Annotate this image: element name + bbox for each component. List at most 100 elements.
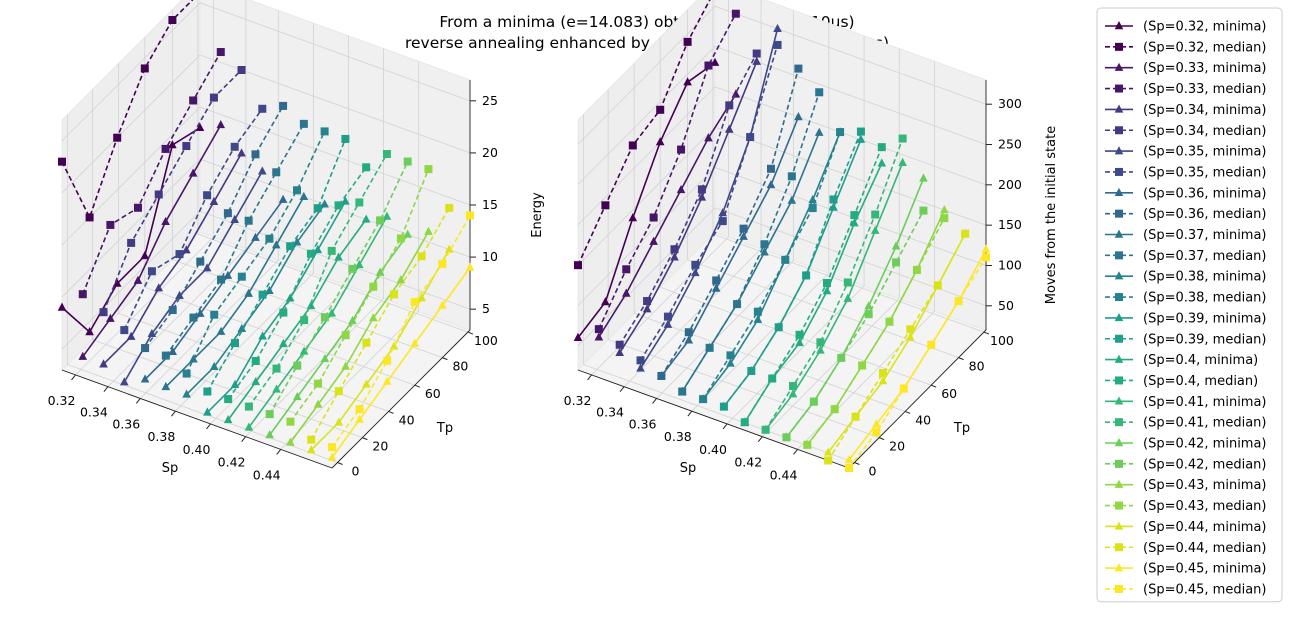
x-tick <box>71 374 76 381</box>
data-point <box>684 328 693 337</box>
data-point <box>237 272 246 281</box>
x-tick-label: 0.34 <box>596 405 624 420</box>
series-line <box>310 249 450 451</box>
series-line <box>310 207 450 440</box>
data-point <box>300 316 309 325</box>
legend-entry: (Sp=0.34, minima) <box>1143 103 1267 118</box>
data-point <box>981 244 991 253</box>
data-point <box>829 195 838 204</box>
data-point <box>203 387 212 396</box>
series-line <box>619 61 758 354</box>
data-point <box>683 37 692 46</box>
data-point <box>760 240 769 249</box>
moves-3d-panel: 0.32 0.34 0.36 0.38 0.40 0.42 0.44 0 20 40 60 80 100… <box>564 0 1059 482</box>
legend-marker <box>1115 167 1123 176</box>
legend-entry: (Sp=0.43, median) <box>1143 499 1266 514</box>
x-axis-line <box>61 369 333 469</box>
data-point <box>265 430 274 439</box>
data-point <box>705 343 714 352</box>
data-point <box>794 112 803 121</box>
y-tick <box>983 331 990 335</box>
data-point <box>292 392 302 401</box>
data-point <box>919 173 928 182</box>
legend-marker <box>1114 312 1124 322</box>
series-line <box>206 138 347 392</box>
data-point <box>636 363 645 372</box>
data-point <box>774 323 783 332</box>
y-axis-line <box>848 329 987 469</box>
x-tick-label: 0.42 <box>734 455 762 470</box>
z-tick-label: 20 <box>482 145 498 160</box>
data-point <box>761 425 770 434</box>
data-point <box>195 122 205 132</box>
series-line <box>681 92 820 393</box>
data-point <box>699 395 708 404</box>
data-point <box>795 330 804 339</box>
legend-entry: (Sp=0.32, minima) <box>1143 20 1267 35</box>
data-point <box>327 308 337 317</box>
legend-entry: (Sp=0.41, minima) <box>1143 395 1267 410</box>
x-gridline <box>656 10 794 399</box>
data-point <box>78 351 88 360</box>
data-point <box>892 258 901 267</box>
data-point <box>872 419 881 428</box>
series-line <box>577 0 711 266</box>
data-point <box>746 133 755 142</box>
data-point <box>643 297 652 306</box>
x-gridline <box>797 61 935 450</box>
data-point <box>209 196 219 205</box>
data-point <box>279 308 288 317</box>
data-point <box>327 246 336 255</box>
y-tick <box>931 384 937 388</box>
data-point <box>278 194 288 203</box>
z-gridline <box>61 54 471 194</box>
data-point <box>251 232 260 241</box>
data-point <box>293 361 302 370</box>
y-tick-label: 20 <box>889 439 905 454</box>
legend-marker <box>1114 354 1124 363</box>
data-point <box>843 293 853 302</box>
data-point <box>657 371 666 380</box>
data-point <box>368 313 378 322</box>
data-point <box>313 204 322 213</box>
legend-marker <box>1114 62 1124 71</box>
data-point <box>403 229 412 238</box>
data-point <box>355 414 364 423</box>
data-point <box>815 88 824 97</box>
y-gridline <box>91 89 363 439</box>
x-gridline <box>175 23 314 412</box>
x-tick-label: 0.40 <box>183 442 211 457</box>
legend-marker <box>1115 501 1123 510</box>
data-point <box>58 157 66 166</box>
x-axis-line <box>577 369 850 469</box>
data-point <box>230 214 240 223</box>
data-point <box>348 315 357 325</box>
z-tick-label: 5 <box>482 301 490 316</box>
data-point <box>230 379 240 388</box>
data-point <box>127 238 136 247</box>
data-point <box>175 250 184 259</box>
data-point <box>906 325 915 334</box>
data-point <box>878 369 887 378</box>
data-point <box>383 356 392 365</box>
data-point <box>203 191 212 200</box>
data-point <box>314 379 323 388</box>
data-point <box>168 306 177 315</box>
data-point <box>216 326 226 335</box>
data-point <box>718 217 727 226</box>
data-point <box>258 331 267 340</box>
data-point <box>285 293 295 302</box>
series-line <box>660 116 800 377</box>
data-point <box>189 96 198 105</box>
left-wall-pane <box>577 0 716 372</box>
series-line <box>185 131 326 374</box>
data-point <box>410 338 420 347</box>
data-point <box>898 157 907 166</box>
legend-frame <box>1096 7 1283 603</box>
data-point <box>224 395 233 404</box>
x-tick <box>652 398 657 404</box>
data-point <box>766 164 775 173</box>
series-line <box>660 68 800 377</box>
data-point <box>642 304 652 313</box>
data-point <box>773 40 782 49</box>
